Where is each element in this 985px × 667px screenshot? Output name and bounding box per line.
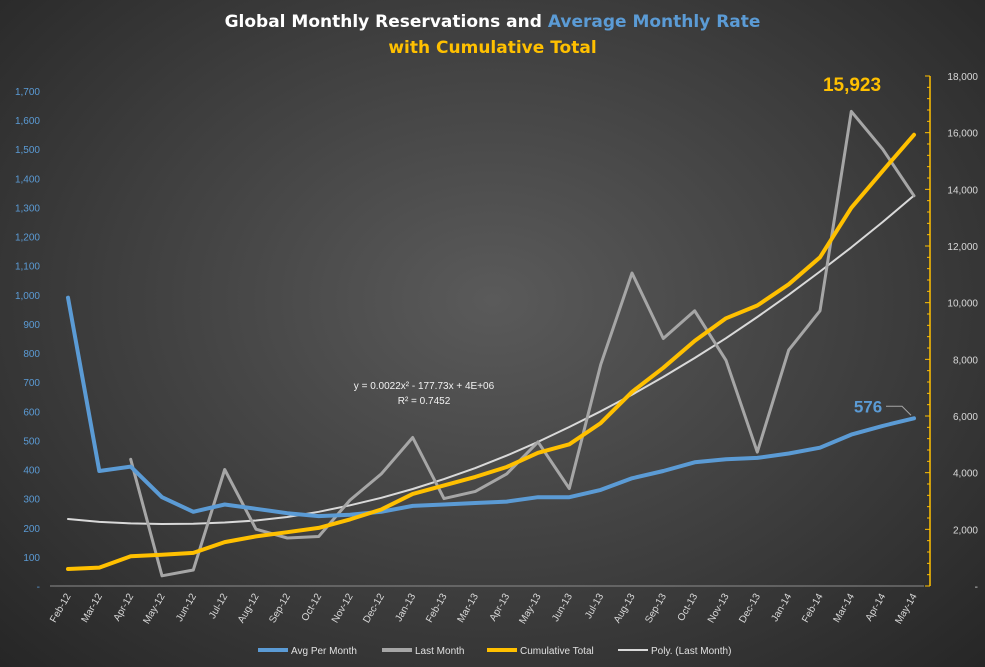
x-tick-label: Jul-12 xyxy=(207,591,230,620)
x-tick-label: Jan-14 xyxy=(769,591,794,623)
right-axis-tick-label: 4,000 xyxy=(953,469,978,480)
left-axis-tick-label: 1,300 xyxy=(15,203,40,214)
right-axis-tick-label: 6,000 xyxy=(953,412,978,423)
trendline-equation: y = 0.0022x² - 177.73x + 4E+06 xyxy=(354,381,495,392)
left-axis-tick-label: 900 xyxy=(23,320,40,331)
chart-title-part2: Average Monthly Rate xyxy=(547,12,761,32)
x-tick-label: Oct-12 xyxy=(300,591,325,623)
left-axis-tick-label: 1,000 xyxy=(15,291,40,302)
x-tick-label: Aug-12 xyxy=(236,591,262,625)
legend-label: Cumulative Total xyxy=(520,646,594,657)
x-tick-label: Apr-14 xyxy=(864,591,889,623)
chart-title: Global Monthly Reservations and Average … xyxy=(0,12,985,32)
chart-subtitle: with Cumulative Total xyxy=(388,38,597,58)
left-axis-tick-label: 1,600 xyxy=(15,116,40,127)
x-tick-label: Apr-12 xyxy=(112,591,137,623)
x-tick-label: Feb-14 xyxy=(800,591,826,624)
series-line-avg-per-month xyxy=(66,295,916,519)
avg-end-label: 576 xyxy=(854,397,882,416)
left-axis-tick-label: 200 xyxy=(23,524,40,535)
x-tick-label: Dec-12 xyxy=(361,591,387,625)
labels-layer: 15,923 576 y = 0.0022x² - 177.73x + 4E+06 R… xyxy=(354,75,912,416)
right-axis-tick-label: 14,000 xyxy=(947,185,978,196)
right-axis-tick-label: 12,000 xyxy=(947,242,978,253)
right-axis-tick-label: 18,000 xyxy=(947,72,978,83)
series-layer xyxy=(66,109,916,578)
x-tick-label: May-13 xyxy=(517,591,543,626)
left-axis-tick-label: 1,400 xyxy=(15,174,40,185)
x-tick-label: Jun-13 xyxy=(550,591,575,623)
series-line-cumulative-total xyxy=(66,132,916,571)
x-tick-label: Jul-13 xyxy=(583,591,606,620)
legend-label: Poly. (Last Month) xyxy=(651,646,731,657)
cumulative-end-label: 15,923 xyxy=(823,75,881,96)
left-axis-tick-label: - xyxy=(37,582,40,593)
x-tick-label: May-14 xyxy=(893,591,919,626)
left-axis-tick-label: 800 xyxy=(23,349,40,360)
x-tick-label: Sep-12 xyxy=(267,591,293,625)
x-tick-label: Nov-12 xyxy=(330,591,356,625)
x-tick-label: Mar-14 xyxy=(832,591,858,624)
legend: Avg Per Month Last Month Cumulative Total P… xyxy=(258,646,731,657)
x-tick-label: Feb-13 xyxy=(424,591,450,624)
chart-title-part1: Global Monthly Reservations and xyxy=(224,12,548,32)
right-axis-tick-label: 8,000 xyxy=(953,355,978,366)
right-axis-tick-label: - xyxy=(975,582,978,593)
x-tick-label: Jan-13 xyxy=(393,591,418,623)
left-axis-tick-label: 1,500 xyxy=(15,145,40,156)
left-axis-tick-label: 1,200 xyxy=(15,233,40,244)
right-axis-tick-label: 16,000 xyxy=(947,129,978,140)
x-tick-label: Mar-13 xyxy=(456,591,482,624)
right-axis-tick-label: 2,000 xyxy=(953,525,978,536)
x-tick-label: Aug-13 xyxy=(612,591,638,625)
left-axis-tick-label: 400 xyxy=(23,466,40,477)
x-tick-label: Jun-12 xyxy=(174,591,199,623)
x-tick-label: Mar-12 xyxy=(80,591,106,624)
x-tick-label: Oct-13 xyxy=(676,591,701,623)
x-tick-label: Apr-13 xyxy=(488,591,513,623)
x-tick-label: May-12 xyxy=(141,591,167,626)
left-axis-tick-label: 700 xyxy=(23,378,40,389)
trendline-r2: R² = 0.7452 xyxy=(398,396,451,407)
avg-label-leader xyxy=(886,405,912,416)
left-axis-tick-label: 1,700 xyxy=(15,87,40,98)
left-axis-tick-label: 1,100 xyxy=(15,262,40,273)
left-axis-tick-label: 100 xyxy=(23,553,40,564)
x-tick-label: Dec-13 xyxy=(737,591,763,625)
axes-layer: - 100 200 300 400 500 600 700 800 900 1,000 1,100 1,… xyxy=(15,72,978,626)
left-axis-tick-label: 500 xyxy=(23,436,40,447)
left-axis-tick-label: 300 xyxy=(23,495,40,506)
left-axis-tick-label: 600 xyxy=(23,407,40,418)
x-tick-label: Sep-13 xyxy=(643,591,669,625)
x-tick-label: Feb-12 xyxy=(48,591,74,624)
x-tick-label: Nov-13 xyxy=(706,591,732,625)
legend-label: Last Month xyxy=(415,646,464,657)
legend-label: Avg Per Month xyxy=(291,646,357,657)
right-axis-tick-label: 10,000 xyxy=(947,299,978,310)
